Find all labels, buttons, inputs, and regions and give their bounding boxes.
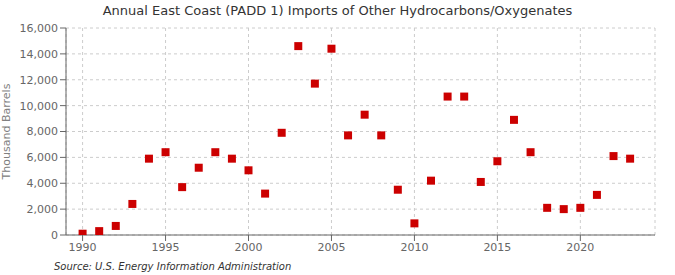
svg-text:2005: 2005 [317,241,345,254]
svg-text:1995: 1995 [152,241,180,254]
svg-text:Thousand Barrels: Thousand Barrels [8,83,13,180]
html-text:Source: U.S. Energy Informatio: Source: U.S. Energy Information Administ… [54,261,292,272]
svg-text:8,000: 8,000 [27,125,59,138]
svg-text:2000: 2000 [235,241,263,254]
svg-text:4,000: 4,000 [27,177,59,190]
svg-text:14,000: 14,000 [20,48,59,61]
html-text:Annual East Coast (PADD 1) Imp: Annual East Coast (PADD 1) Imports of Ot… [102,3,573,18]
svg-text:6,000: 6,000 [27,151,59,164]
svg-text:2015: 2015 [483,241,511,254]
svg-text:2,000: 2,000 [27,203,59,216]
svg-text:16,000: 16,000 [20,22,59,35]
svg-text:0: 0 [51,229,58,242]
svg-text:1990: 1990 [69,241,97,254]
svg-text:2020: 2020 [566,241,594,254]
svg-text:2010: 2010 [400,241,428,254]
svg-text:10,000: 10,000 [20,100,59,113]
svg-text:12,000: 12,000 [20,74,59,87]
